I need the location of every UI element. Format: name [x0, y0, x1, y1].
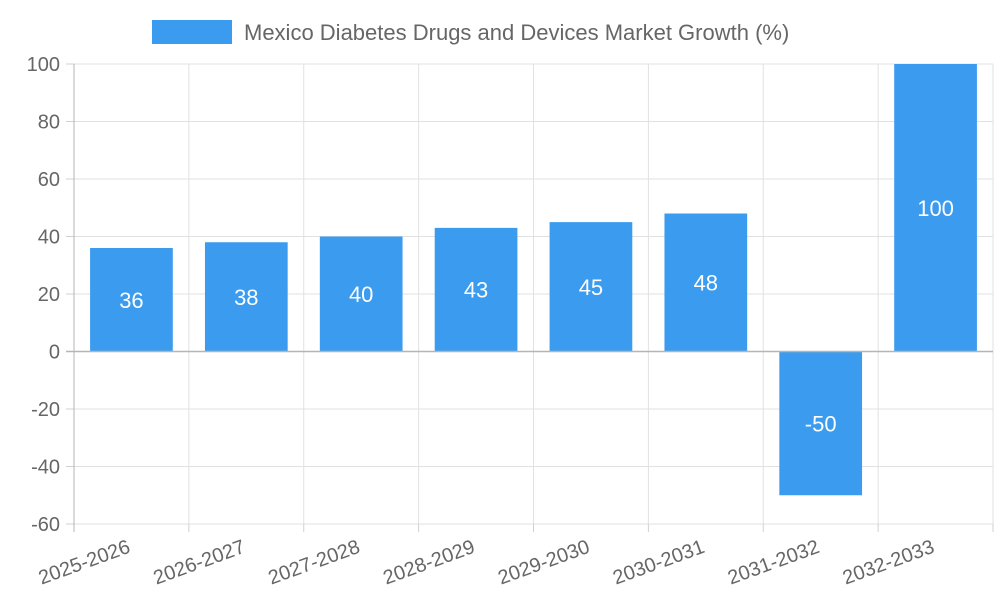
- data-label: 40: [349, 282, 373, 307]
- y-tick-label: 0: [49, 342, 60, 364]
- bar-2032-2033[interactable]: [894, 64, 977, 352]
- y-tick-label: 60: [38, 169, 60, 191]
- bars: [90, 64, 977, 496]
- x-tick-label: 2028-2029: [380, 536, 477, 589]
- data-label: 38: [234, 285, 258, 310]
- y-tick-label: 20: [38, 284, 60, 306]
- data-label: -50: [805, 411, 837, 436]
- bar-2027-2028[interactable]: [319, 236, 403, 352]
- x-tick-label: 2029-2030: [495, 536, 592, 589]
- legend-label: Mexico Diabetes Drugs and Devices Market…: [244, 20, 789, 45]
- y-tick-label: -20: [31, 399, 60, 421]
- data-label: 100: [917, 196, 954, 221]
- data-label: 45: [579, 275, 603, 300]
- x-tick-label: 2027-2028: [265, 536, 362, 589]
- data-label: 48: [694, 271, 718, 296]
- data-label: 43: [464, 278, 488, 303]
- x-tick-label: 2025-2026: [36, 536, 133, 589]
- bar-2028-2029[interactable]: [434, 227, 518, 352]
- y-tick-label: 40: [38, 227, 60, 249]
- bar-2026-2027[interactable]: [204, 242, 288, 352]
- x-tick-label: 2026-2027: [151, 536, 248, 589]
- legend-swatch: [152, 20, 232, 44]
- legend[interactable]: Mexico Diabetes Drugs and Devices Market…: [152, 20, 789, 45]
- y-tick-label: 80: [38, 112, 60, 134]
- x-tick-label: 2031-2032: [725, 536, 822, 589]
- bar-2025-2026[interactable]: [90, 248, 173, 352]
- bar-2030-2031[interactable]: [664, 213, 748, 352]
- x-tick-label: 2032-2033: [840, 536, 937, 589]
- axes: [66, 63, 994, 532]
- y-tick-label: -40: [31, 457, 60, 479]
- data-label: 36: [119, 288, 143, 313]
- y-tick-label: 100: [27, 54, 60, 76]
- y-tick-label: -60: [31, 514, 60, 536]
- bar-2029-2030[interactable]: [549, 222, 633, 352]
- bar-2031-2032[interactable]: [779, 351, 863, 496]
- x-tick-label: 2030-2031: [610, 536, 707, 589]
- grid: [74, 63, 994, 525]
